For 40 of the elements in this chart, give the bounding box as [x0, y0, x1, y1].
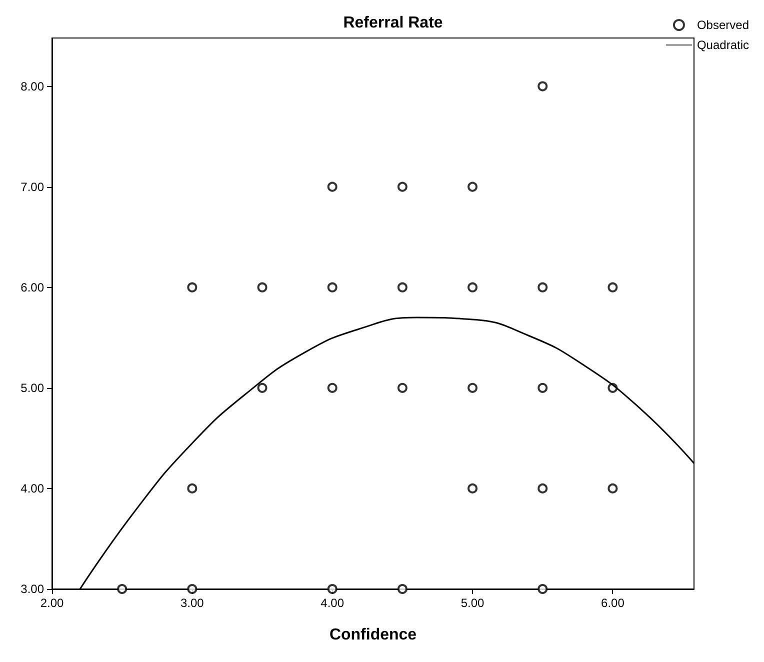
- point: [187, 483, 198, 494]
- x-tick-label: 2.00: [40, 596, 64, 610]
- point: [327, 282, 338, 292]
- point: [117, 584, 128, 594]
- point: [397, 584, 408, 594]
- point: [397, 282, 408, 292]
- x-tick-label: 6.00: [601, 596, 625, 610]
- point: [468, 282, 478, 292]
- point: [397, 182, 408, 192]
- y-tick-label: 3.00: [20, 582, 44, 596]
- point: [257, 382, 268, 393]
- point: [608, 282, 618, 292]
- point: [257, 282, 268, 292]
- legend-label: Quadratic: [696, 38, 750, 52]
- point: [538, 81, 548, 92]
- y-tick-label: 5.00: [20, 380, 44, 395]
- y-tick-label: 7.00: [20, 180, 44, 194]
- x-tick-label: 3.00: [180, 596, 204, 610]
- y-tick-label: 4.00: [20, 481, 44, 496]
- chart-title: Referral Rate: [343, 14, 443, 32]
- legend-label: Observed: [696, 18, 750, 32]
- y-tick-label: 8.00: [20, 79, 44, 94]
- y-tick-label: 6.00: [20, 280, 44, 294]
- point: [538, 584, 548, 594]
- point: [538, 483, 548, 494]
- point: [538, 282, 548, 292]
- point: [468, 483, 478, 494]
- point: [187, 282, 198, 292]
- x-axis-title: Confidence: [329, 626, 417, 644]
- point: [327, 382, 338, 393]
- point: [397, 382, 408, 393]
- point: [327, 584, 338, 594]
- point: [187, 584, 198, 594]
- x-tick-label: 5.00: [460, 596, 485, 610]
- point: [468, 182, 478, 192]
- point: [608, 483, 618, 494]
- point: [468, 382, 478, 393]
- point: [327, 182, 338, 192]
- point: [538, 382, 548, 393]
- x-tick-label: 4.00: [320, 596, 344, 610]
